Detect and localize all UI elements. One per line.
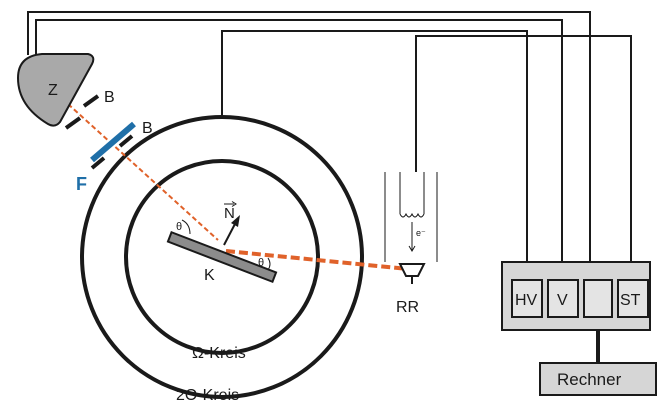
two-theta-circle (80, 115, 364, 399)
hv-button[interactable] (511, 279, 543, 318)
v-button[interactable] (547, 279, 579, 318)
filter (90, 121, 136, 163)
reflected-beam (225, 249, 409, 271)
x-ray-tube (16, 53, 95, 127)
wire-detector (415, 35, 632, 262)
st-button[interactable] (617, 279, 649, 318)
detector-electron-arrow (408, 245, 416, 252)
aperture-2-lower (90, 156, 106, 170)
blank-button[interactable] (583, 279, 613, 318)
crystal-label: K (204, 267, 215, 284)
normal-vector-label: N (224, 205, 235, 222)
st-label: ST (620, 292, 641, 309)
normal-vector-arrow (223, 221, 237, 246)
filter-label: F (76, 174, 87, 194)
hv-label: HV (515, 292, 538, 309)
theta-arc-incident (181, 219, 191, 235)
incident-beam (67, 103, 219, 241)
computer-label: Rechner (557, 370, 622, 389)
normal-vector-overarrow (231, 201, 237, 207)
two-theta-circle-label: 2Θ-Kreis (176, 387, 239, 404)
computer-box (539, 362, 657, 396)
aperture-2-upper (118, 134, 134, 148)
detector-coil (399, 212, 425, 218)
wiring (27, 11, 632, 363)
theta-arc-reflected (267, 257, 271, 271)
crystal (166, 230, 278, 284)
aperture-1-lower (64, 116, 82, 130)
v-label: V (557, 292, 568, 309)
omega-circle-label: Ω-Kreis (192, 345, 246, 362)
theta-reflected-label: θ (258, 257, 264, 269)
normal-vector-arrowhead (231, 215, 240, 227)
detector-cup (398, 263, 426, 277)
detector (384, 172, 438, 284)
wire-tube-inner (35, 19, 563, 262)
aperture-2-label: B (142, 120, 153, 137)
wire-tube-outer (27, 11, 591, 262)
theta-incident-label: θ (176, 221, 182, 233)
omega-circle (124, 159, 320, 355)
wire-two-theta (221, 30, 528, 262)
aperture-1-label: B (104, 89, 115, 106)
tube-label: Z (48, 82, 58, 99)
crystal-group (166, 230, 278, 284)
aperture-1-upper (82, 94, 100, 108)
detector-label: RR (396, 299, 419, 316)
electron-label: e⁻ (416, 228, 426, 238)
